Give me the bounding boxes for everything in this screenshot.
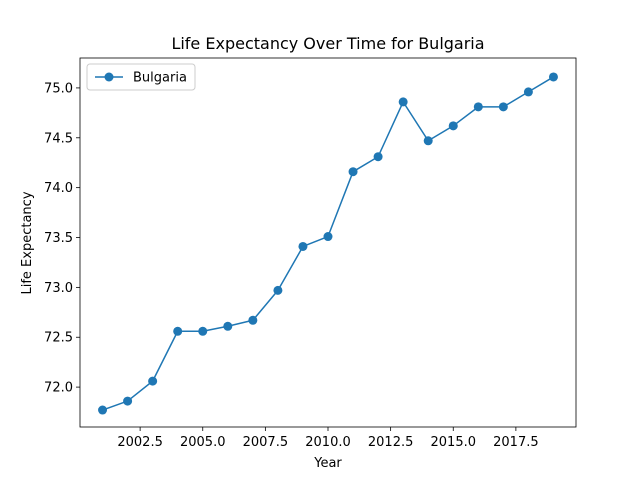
data-point — [198, 326, 208, 336]
legend-label-bulgaria: Bulgaria — [133, 71, 187, 86]
x-tick-label: 2012.5 — [368, 435, 414, 450]
legend-box — [86, 63, 196, 91]
y-tick-label: 73.0 — [44, 281, 73, 296]
data-point — [223, 321, 233, 331]
x-tick-label: 2002.5 — [117, 435, 163, 450]
data-point — [373, 152, 383, 162]
data-point — [398, 97, 408, 107]
legend: Bulgaria — [86, 63, 196, 91]
data-point — [98, 405, 108, 415]
plot-area: 2002.5 2005.0 2007.5 2010.0 2012.5 2015.0 2017… — [44, 57, 577, 450]
x-axis-title: Year — [313, 456, 342, 471]
x-tick-label: 2007.5 — [243, 435, 289, 450]
y-tick-label: 74.0 — [44, 181, 73, 196]
y-axis-title: Life Expectancy — [20, 191, 35, 294]
data-point — [148, 376, 158, 386]
data-point — [173, 326, 183, 336]
data-point — [323, 232, 333, 242]
y-tick-label: 74.5 — [44, 131, 73, 146]
data-point — [448, 121, 458, 131]
data-point — [548, 72, 558, 82]
y-tick-label: 72.0 — [44, 381, 73, 396]
x-tick-label: 2015.0 — [431, 435, 477, 450]
y-tick-label: 73.5 — [44, 231, 73, 246]
x-tick-label: 2005.0 — [180, 435, 226, 450]
data-point — [423, 136, 433, 146]
chart-title: Life Expectancy Over Time for Bulgaria — [171, 34, 484, 53]
data-point — [523, 87, 533, 97]
axes-frame — [79, 57, 577, 428]
x-tick-label: 2010.0 — [305, 435, 351, 450]
y-tick-label: 72.5 — [44, 331, 73, 346]
data-point — [298, 241, 308, 251]
data-point — [248, 315, 258, 325]
legend-marker-swatch — [104, 72, 114, 82]
y-tick-label: 75.0 — [44, 81, 73, 96]
data-point — [273, 285, 283, 295]
data-point — [348, 167, 358, 177]
data-point — [123, 396, 133, 406]
x-tick-label: 2017.5 — [493, 435, 539, 450]
data-point — [498, 102, 508, 112]
data-point — [473, 102, 483, 112]
